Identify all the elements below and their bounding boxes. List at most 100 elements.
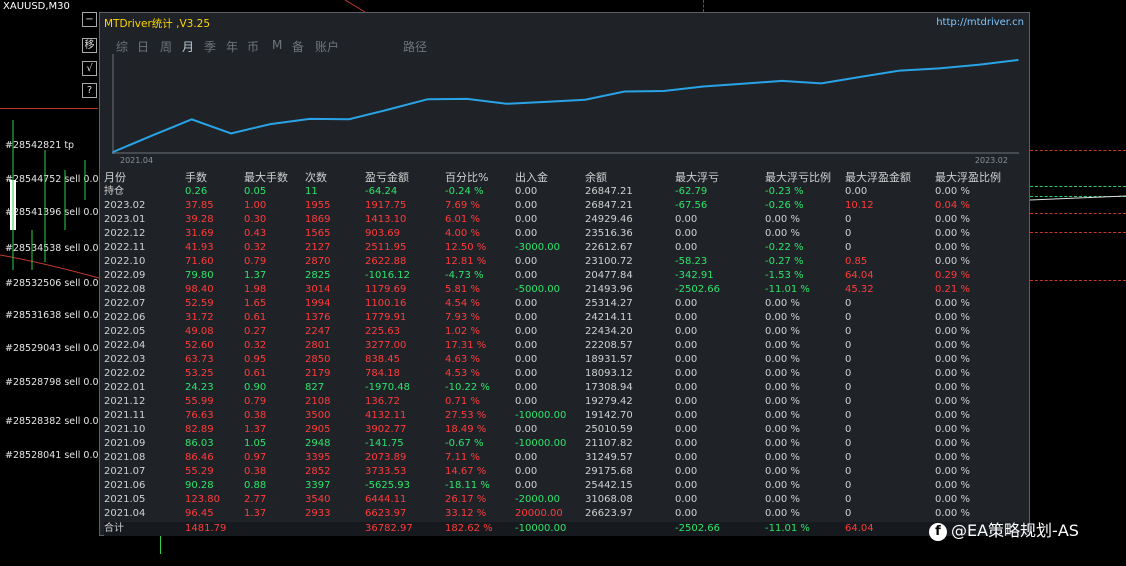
tab-7[interactable]: M	[272, 38, 283, 52]
table-row: 2021.11 76.63 0.38 3500 4132.11 27.53 % -10000…	[104, 409, 1027, 423]
table-cell: 0.00 %	[935, 242, 970, 253]
table-cell: 20000.00	[515, 508, 563, 519]
table-cell: 0.00	[515, 312, 538, 323]
table-cell: 0.00 %	[935, 424, 970, 435]
table-cell: 98.40	[185, 284, 214, 295]
table-cell: 0.00	[675, 326, 698, 337]
table-cell: 0.00 %	[765, 466, 800, 477]
tab-6[interactable]: 币	[247, 40, 260, 54]
table-cell: 71.60	[185, 256, 214, 267]
table-cell: 0.00	[675, 452, 698, 463]
table-row: 2022.03 63.73 0.95 2850 838.45 4.63 % 0.00 1893…	[104, 353, 1027, 367]
table-cell: 0.00	[515, 480, 538, 491]
table-cell: 0.00 %	[935, 186, 970, 197]
table-cell: 2022.04	[104, 340, 146, 351]
table-cell: 0.32	[244, 340, 267, 351]
equity-point	[781, 80, 783, 82]
table-cell: 2022.02	[104, 368, 146, 379]
table-cell: 0.61	[244, 368, 267, 379]
tab-2[interactable]: 周	[160, 40, 173, 54]
table-cell: 0.00 %	[765, 214, 800, 225]
table-cell: 0.00 %	[765, 382, 800, 393]
table-row: 2022.10 71.60 0.79 2870 2622.88 12.81 % 0.00 23…	[104, 255, 1027, 269]
table-cell: 0	[845, 354, 852, 365]
table-cell: 0.00	[515, 382, 538, 393]
table-cell: 2127	[305, 242, 331, 253]
equity-point	[741, 83, 744, 85]
table-cell: 37.85	[185, 200, 214, 211]
tab-1[interactable]: 日	[137, 40, 150, 54]
chart-side-button[interactable]: 移	[82, 38, 97, 53]
table-cell: 2021.07	[104, 466, 146, 477]
equity-point	[899, 69, 901, 72]
table-cell: 0.00	[675, 410, 698, 421]
table-cell: -0.23 %	[765, 186, 804, 197]
column-header: 盈亏金额	[365, 171, 409, 184]
table-cell: 0.00 %	[765, 312, 800, 323]
table-cell: 0.00	[515, 270, 538, 281]
tab-8[interactable]: 备	[292, 40, 305, 54]
table-cell: 0.29 %	[935, 270, 970, 281]
trade-label: #28534538 sell 0.03	[5, 243, 105, 254]
table-cell: 0.00 %	[935, 438, 970, 449]
grid-line	[160, 536, 161, 554]
tab-4[interactable]: 季	[204, 40, 217, 54]
chart-side-button[interactable]: √	[82, 61, 97, 76]
table-cell: 0.00 %	[765, 396, 800, 407]
table-cell: -11.01 %	[765, 523, 810, 534]
table-cell: 0.00 %	[765, 326, 800, 337]
table-cell: 0	[845, 368, 852, 379]
table-cell: 63.73	[185, 354, 214, 365]
table-cell: 0	[845, 452, 852, 463]
column-header: 次数	[305, 171, 327, 184]
watermark-text: @EA策略规划-AS	[951, 521, 1079, 540]
table-cell: 0	[845, 312, 852, 323]
table-cell: 0	[845, 214, 852, 225]
table-cell: 5.81 %	[445, 284, 480, 295]
table-row: 2021.10 82.89 1.37 2905 3902.77 18.49 % 0.00 25…	[104, 423, 1027, 437]
table-cell: 0.00 %	[935, 480, 970, 491]
chart-side-button[interactable]: ?	[82, 83, 97, 98]
tab-0[interactable]: 综	[116, 40, 129, 54]
table-cell: 0	[845, 438, 852, 449]
table-cell: 0.00	[515, 186, 538, 197]
table-cell: 0.04 %	[935, 200, 970, 211]
table-cell: 2073.89	[365, 452, 407, 463]
table-cell: 53.25	[185, 368, 214, 379]
table-cell: 0.30	[244, 214, 267, 225]
equity-point	[938, 67, 941, 70]
table-row: 2021.05 123.80 2.77 3540 6444.11 26.17 % -2000…	[104, 493, 1027, 507]
table-cell: 0.00 %	[935, 382, 970, 393]
table-cell: 25010.59	[585, 424, 633, 435]
watermark: f @EA策略规划-AS	[929, 517, 1079, 541]
table-cell: 0.00 %	[935, 452, 970, 463]
table-cell: -18.11 %	[445, 480, 490, 491]
table-cell: 0.00	[675, 466, 698, 477]
chart-side-button[interactable]: −	[82, 12, 97, 27]
table-cell: 1376	[305, 312, 331, 323]
panel-url-link[interactable]: http://mtdriver.cn	[936, 17, 1024, 28]
table-cell: 225.63	[365, 326, 400, 337]
table-cell: 4.53 %	[445, 368, 480, 379]
table-cell: 0.00 %	[935, 368, 970, 379]
tab-9[interactable]: 账户	[315, 40, 340, 54]
table-cell: 2622.88	[365, 256, 407, 267]
table-cell: 0.00	[515, 256, 538, 267]
table-cell: 0.79	[244, 396, 267, 407]
table-cell: 31.69	[185, 228, 214, 239]
table-cell: 0.71 %	[445, 396, 480, 407]
table-cell: 0.00 %	[935, 326, 970, 337]
table-cell: 2108	[305, 396, 331, 407]
table-cell: 2021.12	[104, 396, 146, 407]
column-header: 最大浮亏比例	[765, 171, 831, 184]
table-cell: 2021.04	[104, 508, 146, 519]
tab-5[interactable]: 年	[226, 40, 239, 54]
table-cell: 0	[845, 242, 852, 253]
tab-3[interactable]: 月	[182, 40, 195, 54]
tab-10[interactable]: 路径	[403, 40, 428, 54]
table-cell: 3014	[305, 284, 331, 295]
table-cell: 0.00	[675, 354, 698, 365]
equity-point	[623, 90, 626, 93]
table-cell: 合计	[104, 523, 124, 534]
table-cell: 0	[845, 494, 852, 505]
